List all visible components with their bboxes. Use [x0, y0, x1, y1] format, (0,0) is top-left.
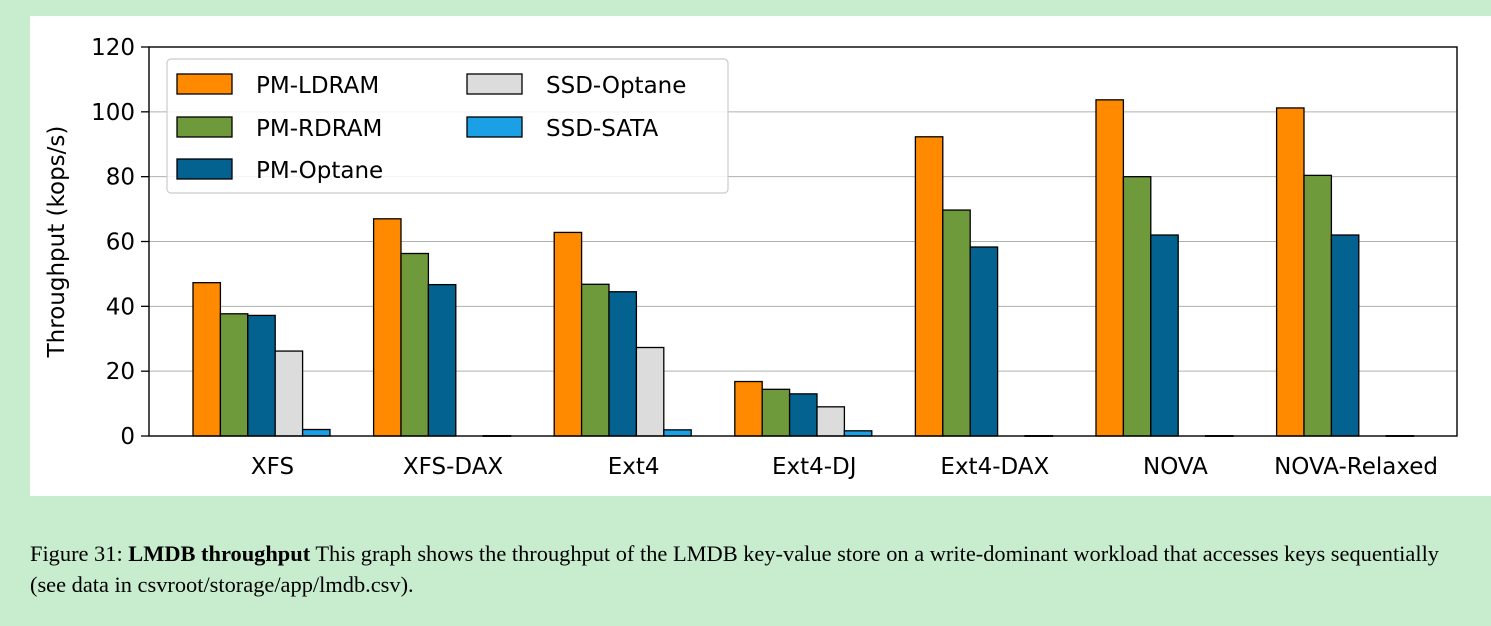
x-tick-label: NOVA-Relaxed [1274, 454, 1438, 480]
bar-pm-optane-xfs [248, 315, 275, 436]
bar-ssd-optane-ext4-dj [817, 407, 844, 436]
figure-caption: Figure 31: LMDB throughput This graph sh… [30, 538, 1480, 600]
x-tick-label: XFS-DAX [403, 454, 504, 480]
bar-pm-optane-nova [1151, 235, 1178, 436]
bar-ssd-optane-xfs [275, 351, 302, 436]
bar-ssd-sata-ext4 [664, 430, 691, 436]
bar-pm-optane-xfs-dax [428, 285, 455, 436]
legend-label-pm-ldram: PM-LDRAM [256, 73, 379, 99]
bar-ssd-optane-ext4 [636, 348, 663, 436]
bar-pm-optane-nova-relaxed [1331, 235, 1358, 436]
y-tick-label: 100 [91, 100, 135, 126]
y-tick-label: 20 [106, 359, 135, 385]
legend-label-ssd-sata: SSD-SATA [546, 116, 658, 142]
legend-label-pm-rdram: PM-RDRAM [256, 116, 382, 142]
bar-pm-ldram-xfs [193, 283, 220, 436]
bar-pm-rdram-nova-relaxed [1304, 175, 1331, 436]
y-axis-label: Throughput (kops/s) [44, 126, 70, 359]
bar-ssd-sata-xfs [303, 430, 330, 436]
bar-chart: 0 20 40 60 80 100 120 XFS XFS-DAX Ext4 Ext4-DJ Ext4… [30, 16, 1491, 496]
bar-pm-optane-ext4 [609, 292, 636, 436]
bar-pm-optane-ext4-dj [790, 394, 817, 436]
y-tick-label: 0 [120, 424, 135, 450]
bar-pm-rdram-ext4-dj [762, 389, 789, 436]
y-tick-label: 80 [106, 165, 135, 191]
y-tick-label: 40 [106, 294, 135, 320]
x-tick-label: Ext4-DJ [772, 454, 857, 480]
legend-label-ssd-optane: SSD-Optane [546, 73, 686, 99]
y-tick-label: 120 [91, 35, 135, 61]
caption-label: Figure 31: [30, 541, 123, 566]
bar-pm-ldram-xfs-dax [374, 219, 401, 436]
bar-pm-rdram-xfs-dax [401, 253, 428, 436]
legend-swatch-pm-optane [177, 159, 232, 179]
legend-swatch-pm-rdram [177, 117, 232, 137]
bar-pm-optane-ext4-dax [970, 247, 997, 436]
chart-panel: 0 20 40 60 80 100 120 XFS XFS-DAX Ext4 Ext4-DJ Ext4… [30, 16, 1491, 496]
legend-swatch-pm-ldram [177, 74, 232, 94]
caption-title: LMDB throughput [128, 541, 310, 566]
bar-pm-rdram-nova [1123, 177, 1150, 436]
bar-ssd-sata-ext4-dj [844, 431, 871, 436]
bar-pm-rdram-xfs [220, 314, 247, 436]
legend-swatch-ssd-optane [467, 74, 522, 94]
legend-label-pm-optane: PM-Optane [256, 158, 383, 184]
bar-pm-rdram-ext4 [582, 284, 609, 436]
x-tick-label: Ext4-DAX [940, 454, 1049, 480]
x-tick-label: XFS [251, 454, 294, 480]
x-tick-label: NOVA [1143, 454, 1208, 480]
bar-pm-ldram-ext4-dax [915, 137, 942, 436]
bar-pm-rdram-ext4-dax [943, 210, 970, 436]
bar-pm-ldram-nova-relaxed [1277, 108, 1304, 436]
bar-pm-ldram-ext4-dj [735, 382, 762, 436]
y-tick-label: 60 [106, 230, 135, 256]
legend-swatch-ssd-sata [467, 117, 522, 137]
x-tick-label: Ext4 [608, 454, 660, 480]
bar-pm-ldram-nova [1096, 100, 1123, 436]
bar-pm-ldram-ext4 [554, 232, 581, 436]
